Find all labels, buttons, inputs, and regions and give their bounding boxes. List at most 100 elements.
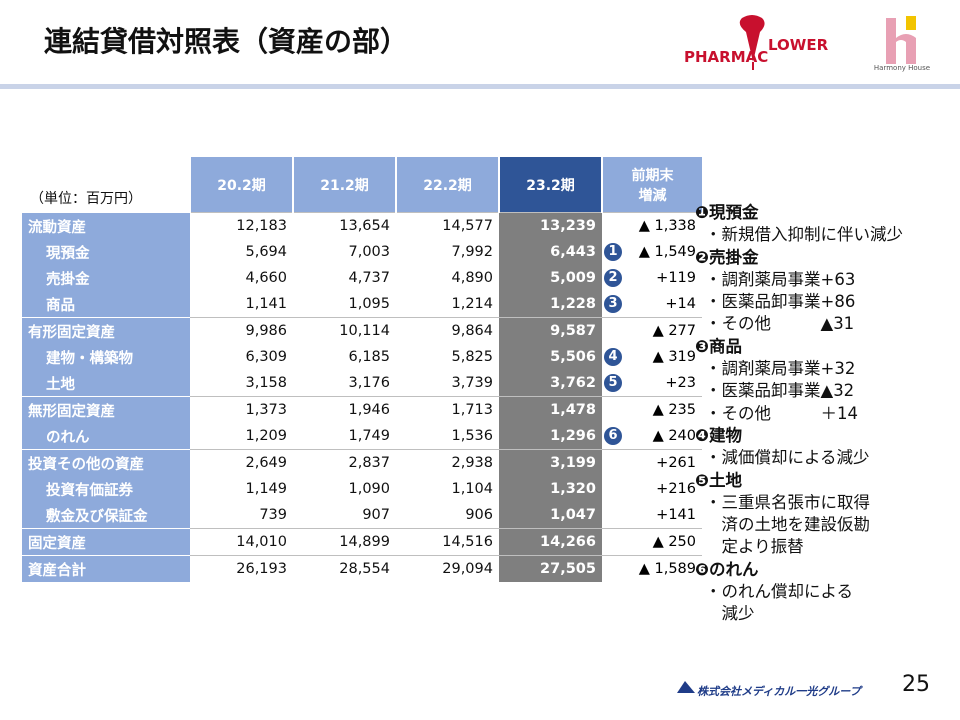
row-label: 有形固定資産: [22, 317, 190, 344]
cell: 13,654: [293, 212, 396, 239]
divider: [0, 84, 960, 89]
marker: 1: [604, 243, 622, 261]
note-line: ・新規借入抑制に伴い減少: [705, 225, 903, 245]
logo-harmony: Harmony House: [874, 16, 930, 72]
cell: 1,149: [245, 481, 287, 497]
table-row: 現預金 5,694 7,003 7,992 6,443 ▲ 1,549 1: [22, 239, 702, 265]
change-cell: +119 2: [602, 265, 702, 291]
note-line: ・医薬品卸事業+86: [705, 292, 856, 312]
note-line: ・その他 ＋14: [705, 403, 858, 423]
table-row: のれん 1,209 1,749 1,536 1,296 ▲ 240 6: [22, 423, 702, 450]
note-heading: ❷売掛金: [695, 247, 759, 267]
row-label: のれん: [22, 423, 190, 450]
table-row: 建物・構築物 6,309 6,185 5,825 5,506 ▲ 319 4: [22, 344, 702, 370]
cell: 1,047: [499, 502, 602, 529]
column-header: 22.2期: [395, 157, 499, 213]
cell: 29,094: [396, 555, 499, 582]
column-header: 23.2期: [498, 157, 602, 213]
cell: 7,992: [451, 244, 493, 260]
cell: 1,090: [348, 481, 390, 497]
table-row: 売掛金 4,660 4,737 4,890 5,009 +119 2: [22, 265, 702, 291]
balance-sheet-table: （単位：百万円） 20.2期 21.2期 22.2期 23.2期 前期末増減流動資産 12,…: [22, 157, 702, 582]
marker: 6: [604, 427, 622, 445]
cell: 14,516: [396, 528, 499, 556]
row-label: 商品: [22, 291, 190, 318]
row-label: 流動資産: [22, 212, 190, 239]
note-heading: ❶現預金: [695, 203, 759, 222]
note-heading: ❺土地: [695, 470, 742, 490]
cell: 4,660: [245, 270, 287, 286]
row-label: 固定資産: [22, 528, 190, 556]
cell: 1,141: [245, 296, 287, 312]
logo-text: LOWER: [768, 36, 829, 54]
cell: 7,003: [348, 244, 390, 260]
marker: 5: [604, 374, 622, 392]
row-label: 土地: [22, 370, 190, 397]
cell: 6,443: [499, 239, 602, 265]
column-header-line: 増減: [638, 187, 667, 204]
table-row: 固定資産 14,010 14,899 14,516 14,266 ▲ 250: [22, 528, 702, 556]
cell: 906: [465, 507, 493, 523]
table-row: 投資有価証券 1,149 1,090 1,104 1,320 +216: [22, 476, 702, 502]
row-label: 投資その他の資産: [22, 449, 190, 476]
cell: 4,737: [348, 270, 390, 286]
cell: 1,228: [499, 291, 602, 318]
cell: 3,158: [245, 375, 287, 391]
cell: 907: [362, 507, 390, 523]
table-row: 敷金及び保証金 739 907 906 1,047 +141: [22, 502, 702, 529]
table-row: 有形固定資産 9,986 10,114 9,864 9,587 ▲ 277: [22, 317, 702, 344]
change-cell: ▲ 277: [602, 317, 702, 344]
note-line: 定より振替: [705, 537, 804, 557]
change-cell: ▲ 235: [602, 396, 702, 423]
company-name: 株式会社メディカル一光グループ: [697, 685, 861, 698]
cell: 6,185: [348, 349, 390, 365]
note-line: 済の土地を建設仮勘: [705, 515, 871, 535]
change-cell: +261: [602, 449, 702, 476]
cell: 5,825: [451, 349, 493, 365]
cell: 1,373: [190, 396, 293, 423]
note-line: ・のれん償却による: [705, 582, 854, 602]
cell: 4,890: [451, 270, 493, 286]
cell: 1,104: [451, 481, 493, 497]
change-cell: ▲ 1,549 1: [602, 239, 702, 265]
table-row: 土地 3,158 3,176 3,739 3,762 +23 5: [22, 370, 702, 397]
row-label: 敷金及び保証金: [22, 502, 190, 529]
note-line: ・医薬品卸事業▲32: [705, 381, 855, 401]
cell: 739: [259, 507, 287, 523]
note-line: ・その他 ▲31: [705, 314, 855, 334]
note-heading: ❹建物: [695, 425, 742, 445]
change-cell: +141: [656, 507, 696, 523]
cell: 1,536: [451, 428, 493, 444]
cell: 27,505: [499, 555, 602, 582]
note-line: ・減価償却による減少: [705, 448, 870, 468]
change-cell: ▲ 250: [602, 528, 702, 556]
note-line: ・調剤薬局事業+32: [705, 359, 856, 379]
table-row: 流動資産 12,183 13,654 14,577 13,239 ▲ 1,338: [22, 212, 702, 239]
title: 連結貸借対照表（資産の部）: [44, 25, 409, 58]
cell: 5,506: [499, 344, 602, 370]
cell: 26,193: [190, 555, 293, 582]
logo-text: PHARMAC: [684, 48, 768, 66]
column-header: 21.2期: [292, 157, 396, 213]
cell: 14,899: [293, 528, 396, 556]
cell: 14,577: [396, 212, 499, 239]
change-cell: +216: [656, 481, 696, 497]
change-cell: ▲ 1,338: [602, 212, 702, 239]
row-label: 建物・構築物: [22, 344, 190, 370]
table-row: 商品 1,141 1,095 1,214 1,228 +14 3: [22, 291, 702, 318]
unit-label: （単位：百万円）: [22, 157, 190, 213]
cell: 6,309: [245, 349, 287, 365]
table-row: 投資その他の資産 2,649 2,837 2,938 3,199 +261: [22, 449, 702, 476]
logo-text: Harmony House: [874, 64, 930, 72]
row-label: 売掛金: [22, 265, 190, 291]
marker: 2: [604, 269, 622, 287]
cell: 9,864: [396, 317, 499, 344]
cell: 1,296: [499, 423, 602, 450]
cell: 1,946: [293, 396, 396, 423]
cell: 3,762: [499, 370, 602, 397]
column-header: 20.2期: [189, 157, 293, 213]
cell: 10,114: [293, 317, 396, 344]
column-header-line: 前期末: [631, 167, 674, 184]
cell: 13,239: [499, 212, 602, 239]
change-cell: +23 5: [602, 370, 702, 397]
